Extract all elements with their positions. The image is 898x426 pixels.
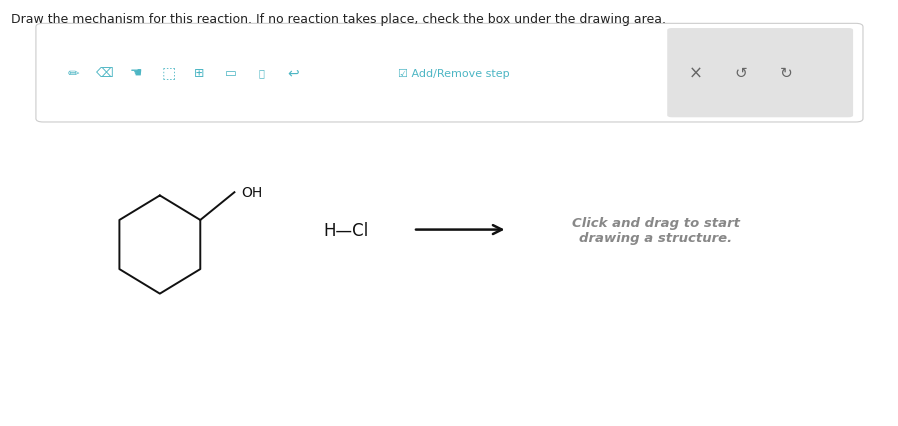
FancyBboxPatch shape <box>36 24 863 123</box>
Text: ☚: ☚ <box>130 66 143 81</box>
Text: ×: × <box>689 64 703 83</box>
Text: ↻: ↻ <box>779 66 792 81</box>
Text: OH: OH <box>242 186 263 200</box>
Text: Draw the mechanism for this reaction. If no reaction takes place, check the box : Draw the mechanism for this reaction. If… <box>11 13 665 26</box>
Text: ✏: ✏ <box>68 66 79 81</box>
Text: Click and drag to start
drawing a structure.: Click and drag to start drawing a struct… <box>571 216 740 244</box>
Text: ▭: ▭ <box>224 67 237 80</box>
Text: ↩: ↩ <box>287 66 298 81</box>
Text: ☑ Add/Remove step: ☑ Add/Remove step <box>398 69 509 78</box>
Text: ⊞: ⊞ <box>194 67 205 80</box>
Text: ↺: ↺ <box>735 66 747 81</box>
Text: H—Cl: H—Cl <box>323 221 368 239</box>
Text: ⬚: ⬚ <box>162 66 176 81</box>
FancyBboxPatch shape <box>667 29 853 118</box>
Text: ⬛: ⬛ <box>259 69 264 78</box>
Text: ⌫: ⌫ <box>96 67 114 80</box>
